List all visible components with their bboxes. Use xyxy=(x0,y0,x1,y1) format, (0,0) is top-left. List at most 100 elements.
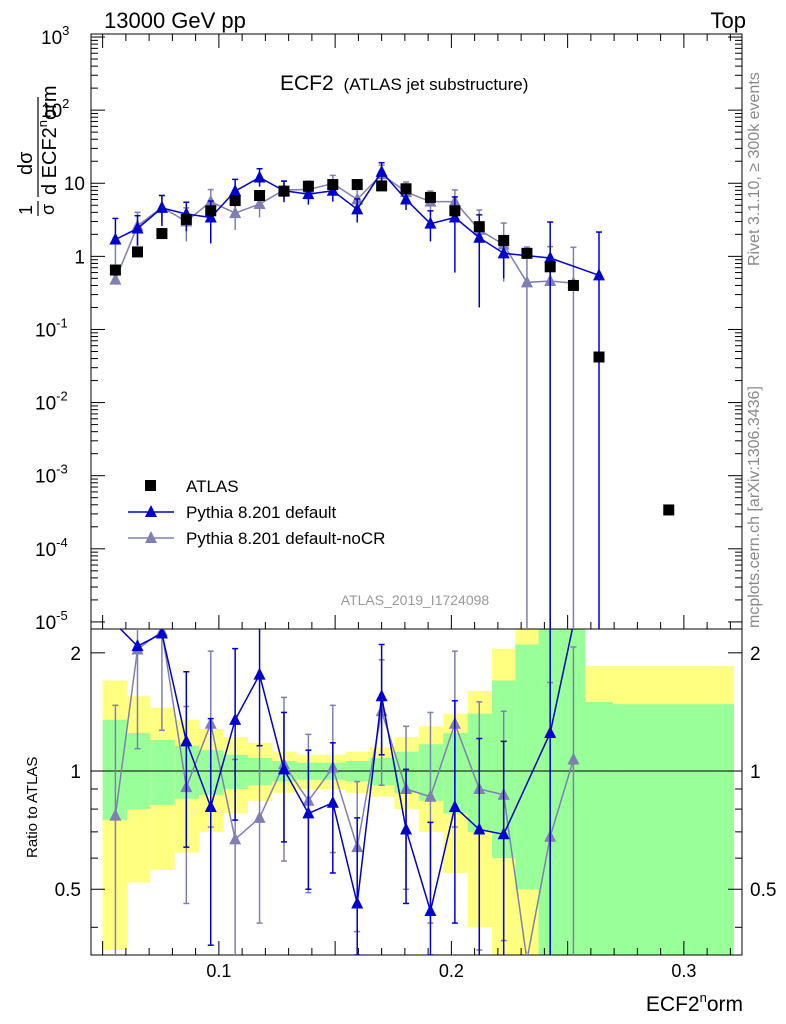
header-energy-label: 13000 GeV pp xyxy=(104,8,246,33)
main-y-tick-label: 10-1 xyxy=(35,315,68,341)
atlas-data-point xyxy=(180,213,192,225)
mc-point xyxy=(155,200,168,213)
ylabel-den-main: d ECF2 xyxy=(39,127,61,195)
atlas-data-point xyxy=(498,234,510,246)
ratio-point xyxy=(229,712,242,725)
legend: ATLAS Pythia 8.201 default Pythia 8.201 … xyxy=(128,477,385,548)
ratio-y-tick-label-right: 2 xyxy=(750,644,761,665)
ratio-line xyxy=(114,629,575,955)
mc-point xyxy=(131,221,144,234)
ylabel-frac2-num: dσ xyxy=(15,151,37,175)
atlas-data-point xyxy=(376,180,388,192)
xlabel-sup: n xyxy=(700,990,707,1005)
ylabel-den-sup: n xyxy=(35,120,50,127)
mc-point xyxy=(593,268,606,281)
x-axis-label: ECF2norm xyxy=(646,990,743,1016)
xlabel-main: ECF2 xyxy=(646,993,700,1016)
ratio-y-tick-label-right: 0.5 xyxy=(750,880,776,901)
ylabel-den-tail: orm xyxy=(39,86,61,120)
mc-point xyxy=(229,184,242,197)
atlas-data-point xyxy=(302,180,314,192)
analysis-watermark: ATLAS_2019_I1724098 xyxy=(341,592,490,608)
atlas-data-point xyxy=(567,279,579,291)
atlas-data-point xyxy=(254,189,266,201)
mc-point xyxy=(424,216,437,229)
ratio-point xyxy=(351,896,364,909)
band-inner-bin xyxy=(150,739,175,805)
legend-label-default: Pythia 8.201 default xyxy=(186,503,337,522)
mc-point xyxy=(253,197,266,210)
x-tick-label: 0.2 xyxy=(439,961,464,981)
atlas-data-point xyxy=(278,185,290,197)
mc-point xyxy=(473,230,486,243)
mc-point xyxy=(375,164,388,177)
main-series xyxy=(109,161,675,629)
atlas-data-point xyxy=(449,205,461,217)
legend-marker-atlas xyxy=(145,480,156,491)
main-y-tick-label: 10-2 xyxy=(35,389,68,415)
ratio-point xyxy=(277,762,290,775)
main-y-tick-label: 10 xyxy=(64,174,85,195)
atlas-data-point xyxy=(400,183,412,195)
atlas-data-point xyxy=(521,247,533,259)
ratio-y-tick-label: 1 xyxy=(70,762,81,783)
ratio-point xyxy=(229,832,242,845)
ratio-y-tick-label: 2 xyxy=(70,644,81,665)
chart-title-sub: (ATLAS jet substructure) xyxy=(344,75,529,94)
mc-point xyxy=(400,192,413,205)
x-tick-label: 0.3 xyxy=(671,961,696,981)
mc-point xyxy=(497,246,510,259)
ratio-point xyxy=(109,808,122,821)
mc-point xyxy=(109,272,122,285)
mc-point xyxy=(253,170,266,183)
ratio-point xyxy=(473,822,486,835)
mc-point xyxy=(204,210,217,223)
atlas-data-point xyxy=(327,179,339,191)
main-y-axis: 10-5 10-4 10-3 10-2 10-1 1 10 102 103 xyxy=(35,23,742,634)
mc-point xyxy=(448,210,461,223)
ratio-plot-frame xyxy=(90,628,743,956)
mc-point xyxy=(109,232,122,245)
ratio-point xyxy=(302,806,315,819)
mc-point xyxy=(351,202,364,215)
atlas-data-point xyxy=(229,195,241,207)
atlas-data-point xyxy=(663,504,675,516)
ratio-point xyxy=(253,810,266,823)
ratio-point xyxy=(180,734,193,747)
ratio-point xyxy=(204,799,217,812)
atlas-data-point xyxy=(351,179,363,191)
rivet-version-label: Rivet 3.1.10, ≥ 300k events xyxy=(746,72,763,266)
x-tick-label: 0.1 xyxy=(206,961,231,981)
ratio-point xyxy=(131,639,144,652)
ratio-point xyxy=(497,827,510,840)
main-y-tick-label: 10-3 xyxy=(35,462,68,488)
legend-label-atlas: ATLAS xyxy=(186,477,239,496)
mc-point xyxy=(302,187,315,200)
atlas-data-point xyxy=(156,228,168,240)
ratio-uncertainty-bands xyxy=(102,629,734,955)
ratio-y-axis-label: Ratio to ATLAS xyxy=(24,757,41,858)
ratio-point xyxy=(567,752,580,765)
ratio-point xyxy=(424,904,437,917)
main-y-tick-label: 10-4 xyxy=(35,535,68,561)
ratio-point xyxy=(424,789,437,802)
ylabel-frac1-top: 1 xyxy=(16,205,36,215)
mc-line xyxy=(114,173,574,284)
atlas-data-point xyxy=(424,191,436,203)
mc-point xyxy=(544,250,557,263)
ylabel-frac1-bottom: σ xyxy=(38,204,58,215)
ratio-point xyxy=(253,667,266,680)
band-inner-bin xyxy=(585,701,613,955)
ratio-point xyxy=(375,689,388,702)
header-process-label: Top xyxy=(710,8,746,33)
legend-marker-nocr xyxy=(145,531,157,543)
band-inner-bin xyxy=(515,644,539,890)
main-y-axis-label: 1 σ dσ d ECF2norm xyxy=(15,86,61,216)
main-y-tick-label: 102 xyxy=(41,96,69,122)
ratio-y-tick-label: 0.5 xyxy=(55,880,81,901)
ratio-y-axis: 0.5 0.5 1 1 2 2 xyxy=(55,644,776,928)
xlabel-tail: orm xyxy=(707,993,743,1016)
band-inner-bin xyxy=(612,704,734,955)
mcplots-label: mcplots.cern.ch [arXiv:1306.3436] xyxy=(746,386,763,628)
